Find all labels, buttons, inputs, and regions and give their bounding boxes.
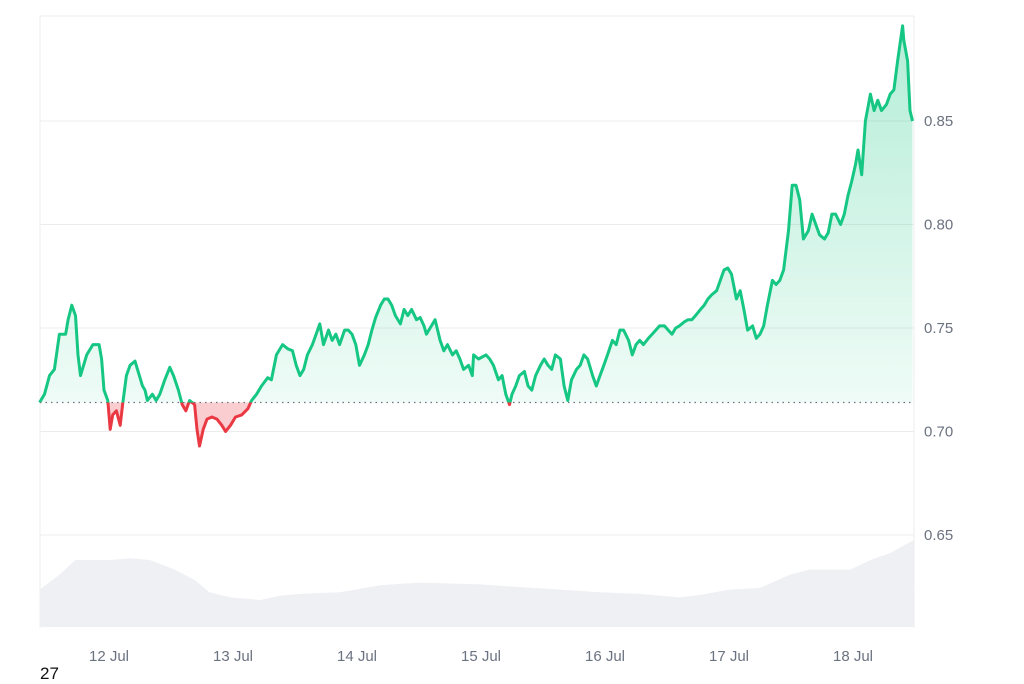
- corner-label: 27: [40, 664, 59, 683]
- x-tick-label: 15 Jul: [461, 648, 501, 665]
- x-tick-label: 17 Jul: [709, 648, 749, 665]
- x-tick-label: 13 Jul: [213, 648, 253, 665]
- y-tick-label: 0.75: [924, 320, 953, 337]
- x-tick-label: 18 Jul: [833, 648, 873, 665]
- price-line-up: [38, 24, 914, 403]
- x-tick-label: 14 Jul: [337, 648, 377, 665]
- y-tick-label: 0.85: [924, 113, 953, 130]
- x-tick-label: 16 Jul: [585, 648, 625, 665]
- volume-area: [39, 540, 914, 627]
- y-tick-label: 0.65: [924, 527, 953, 544]
- price-fill-above-baseline: [39, 25, 913, 403]
- y-tick-label: 0.80: [924, 217, 953, 234]
- x-tick-label: 12 Jul: [89, 648, 129, 665]
- price-line-down: [39, 402, 512, 448]
- y-tick-label: 0.70: [924, 424, 953, 441]
